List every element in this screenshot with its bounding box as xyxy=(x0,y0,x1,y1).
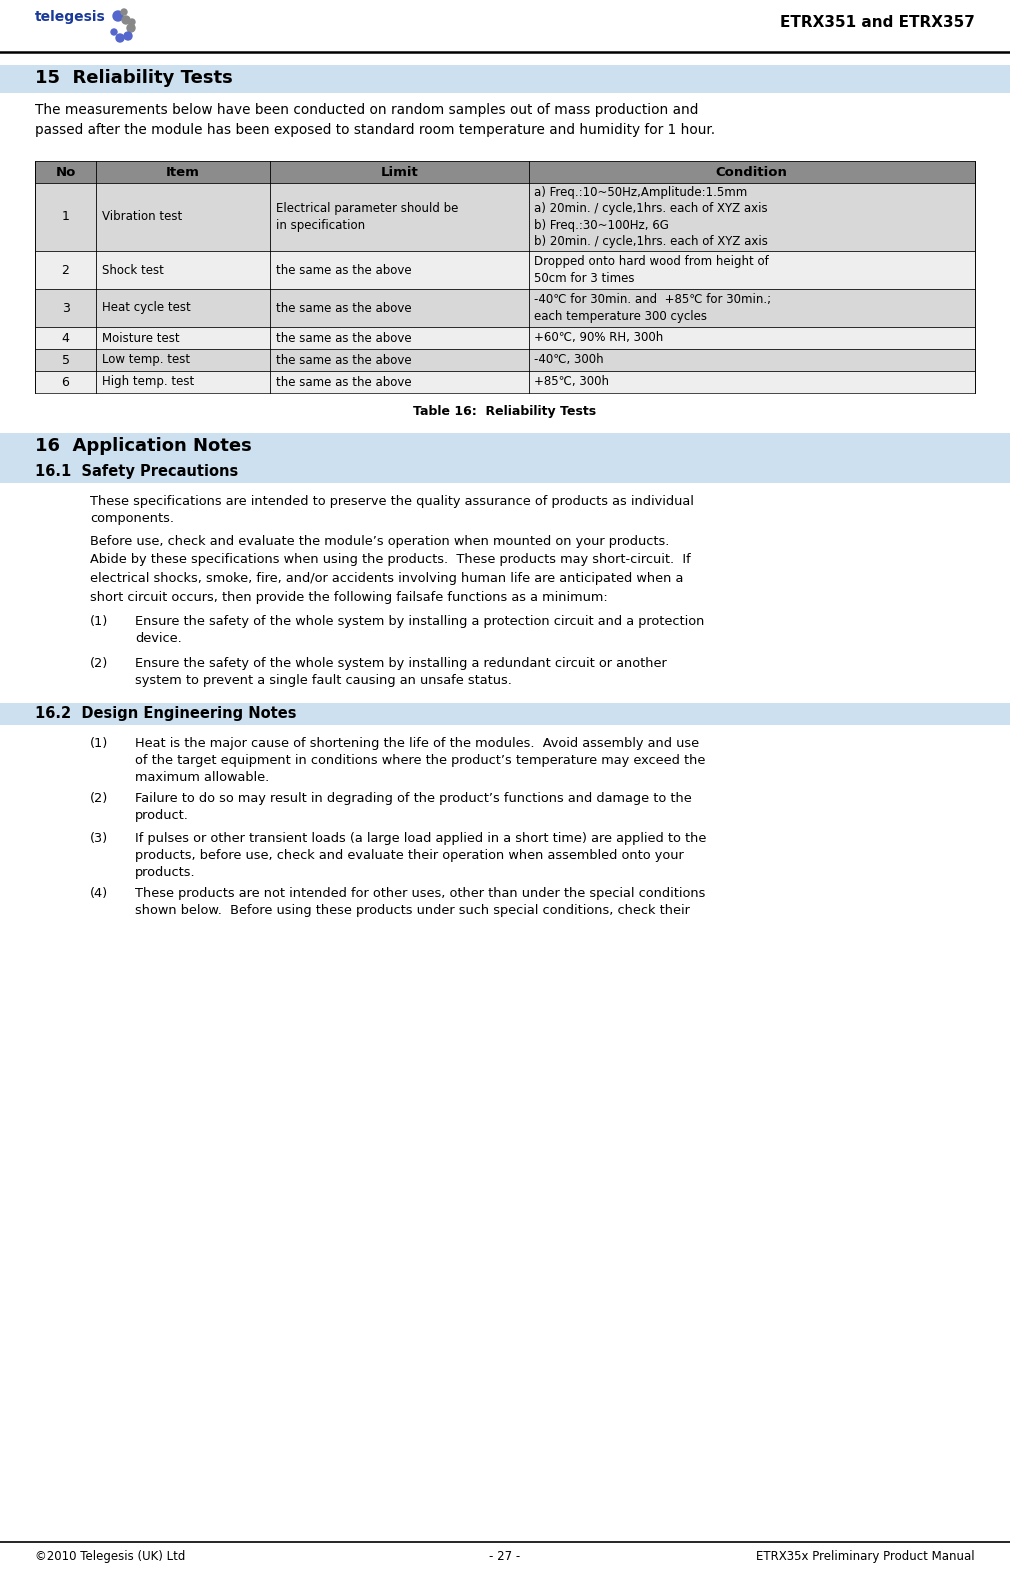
Text: Vibration test: Vibration test xyxy=(102,210,183,224)
Text: Shock test: Shock test xyxy=(102,264,164,276)
Text: 2: 2 xyxy=(62,264,70,276)
Text: 16.2  Design Engineering Notes: 16.2 Design Engineering Notes xyxy=(35,706,297,722)
Text: 15  Reliability Tests: 15 Reliability Tests xyxy=(35,69,232,87)
Bar xyxy=(0,461,1010,483)
Bar xyxy=(35,161,975,183)
Text: These specifications are intended to preserve the quality assurance of products : These specifications are intended to pre… xyxy=(90,494,694,524)
Text: +85℃, 300h: +85℃, 300h xyxy=(534,376,609,388)
Text: Low temp. test: Low temp. test xyxy=(102,354,190,366)
Text: Heat cycle test: Heat cycle test xyxy=(102,302,191,314)
Text: -40℃ for 30min. and  +85℃ for 30min.;
each temperature 300 cycles: -40℃ for 30min. and +85℃ for 30min.; eac… xyxy=(534,294,772,322)
Text: 5: 5 xyxy=(62,354,70,366)
Text: Ensure the safety of the whole system by installing a redundant circuit or anoth: Ensure the safety of the whole system by… xyxy=(135,657,667,687)
Circle shape xyxy=(121,9,127,14)
Text: 16.1  Safety Precautions: 16.1 Safety Precautions xyxy=(35,464,238,478)
Text: +60℃, 90% RH, 300h: +60℃, 90% RH, 300h xyxy=(534,332,664,344)
Circle shape xyxy=(113,11,123,21)
Text: 6: 6 xyxy=(62,376,70,388)
Text: (4): (4) xyxy=(90,887,108,900)
Text: the same as the above: the same as the above xyxy=(276,302,412,314)
Bar xyxy=(35,251,975,289)
Text: - 27 -: - 27 - xyxy=(490,1551,520,1563)
Text: the same as the above: the same as the above xyxy=(276,354,412,366)
Text: ETRX35x Preliminary Product Manual: ETRX35x Preliminary Product Manual xyxy=(756,1551,975,1563)
Text: No: No xyxy=(56,166,76,178)
Text: (1): (1) xyxy=(90,737,108,750)
Text: 1: 1 xyxy=(62,210,70,224)
Bar xyxy=(0,433,1010,461)
Text: Electrical parameter should be
in specification: Electrical parameter should be in specif… xyxy=(276,202,459,232)
Text: Ensure the safety of the whole system by installing a protection circuit and a p: Ensure the safety of the whole system by… xyxy=(135,614,704,644)
Text: the same as the above: the same as the above xyxy=(276,376,412,388)
Text: High temp. test: High temp. test xyxy=(102,376,194,388)
Text: Dropped onto hard wood from height of
50cm for 3 times: Dropped onto hard wood from height of 50… xyxy=(534,256,770,284)
Text: These products are not intended for other uses, other than under the special con: These products are not intended for othe… xyxy=(135,887,705,917)
Text: the same as the above: the same as the above xyxy=(276,264,412,276)
Text: Moisture test: Moisture test xyxy=(102,332,180,344)
Text: The measurements below have been conducted on random samples out of mass product: The measurements below have been conduct… xyxy=(35,103,715,137)
Circle shape xyxy=(116,35,124,43)
Text: Item: Item xyxy=(166,166,200,178)
Text: a) Freq.:10~50Hz,Amplitude:1.5mm
a) 20min. / cycle,1hrs. each of XYZ axis
b) Fre: a) Freq.:10~50Hz,Amplitude:1.5mm a) 20mi… xyxy=(534,186,769,248)
Text: 3: 3 xyxy=(62,302,70,314)
Circle shape xyxy=(111,28,117,35)
Circle shape xyxy=(127,24,135,32)
Text: the same as the above: the same as the above xyxy=(276,332,412,344)
Text: Table 16:  Reliability Tests: Table 16: Reliability Tests xyxy=(413,404,597,418)
Bar xyxy=(35,289,975,327)
Text: If pulses or other transient loads (a large load applied in a short time) are ap: If pulses or other transient loads (a la… xyxy=(135,832,706,880)
Bar xyxy=(0,65,1010,93)
Bar xyxy=(35,327,975,349)
Circle shape xyxy=(124,32,132,39)
Text: telegesis: telegesis xyxy=(35,9,106,24)
Circle shape xyxy=(122,16,130,24)
Text: ©2010 Telegesis (UK) Ltd: ©2010 Telegesis (UK) Ltd xyxy=(35,1551,186,1563)
Circle shape xyxy=(129,19,135,25)
Text: (3): (3) xyxy=(90,832,108,845)
Text: (2): (2) xyxy=(90,793,108,805)
Text: (2): (2) xyxy=(90,657,108,669)
Text: Heat is the major cause of shortening the life of the modules.  Avoid assembly a: Heat is the major cause of shortening th… xyxy=(135,737,705,785)
Text: 16  Application Notes: 16 Application Notes xyxy=(35,437,251,455)
Text: Condition: Condition xyxy=(716,166,788,178)
Bar xyxy=(35,371,975,393)
Bar xyxy=(0,703,1010,725)
Text: (1): (1) xyxy=(90,614,108,628)
Text: 4: 4 xyxy=(62,332,70,344)
Bar xyxy=(35,349,975,371)
Text: ETRX351 and ETRX357: ETRX351 and ETRX357 xyxy=(780,14,975,30)
Text: Before use, check and evaluate the module’s operation when mounted on your produ: Before use, check and evaluate the modul… xyxy=(90,535,691,603)
Bar xyxy=(35,183,975,251)
Text: Limit: Limit xyxy=(381,166,418,178)
Text: Failure to do so may result in degrading of the product’s functions and damage t: Failure to do so may result in degrading… xyxy=(135,793,692,823)
Text: -40℃, 300h: -40℃, 300h xyxy=(534,354,604,366)
